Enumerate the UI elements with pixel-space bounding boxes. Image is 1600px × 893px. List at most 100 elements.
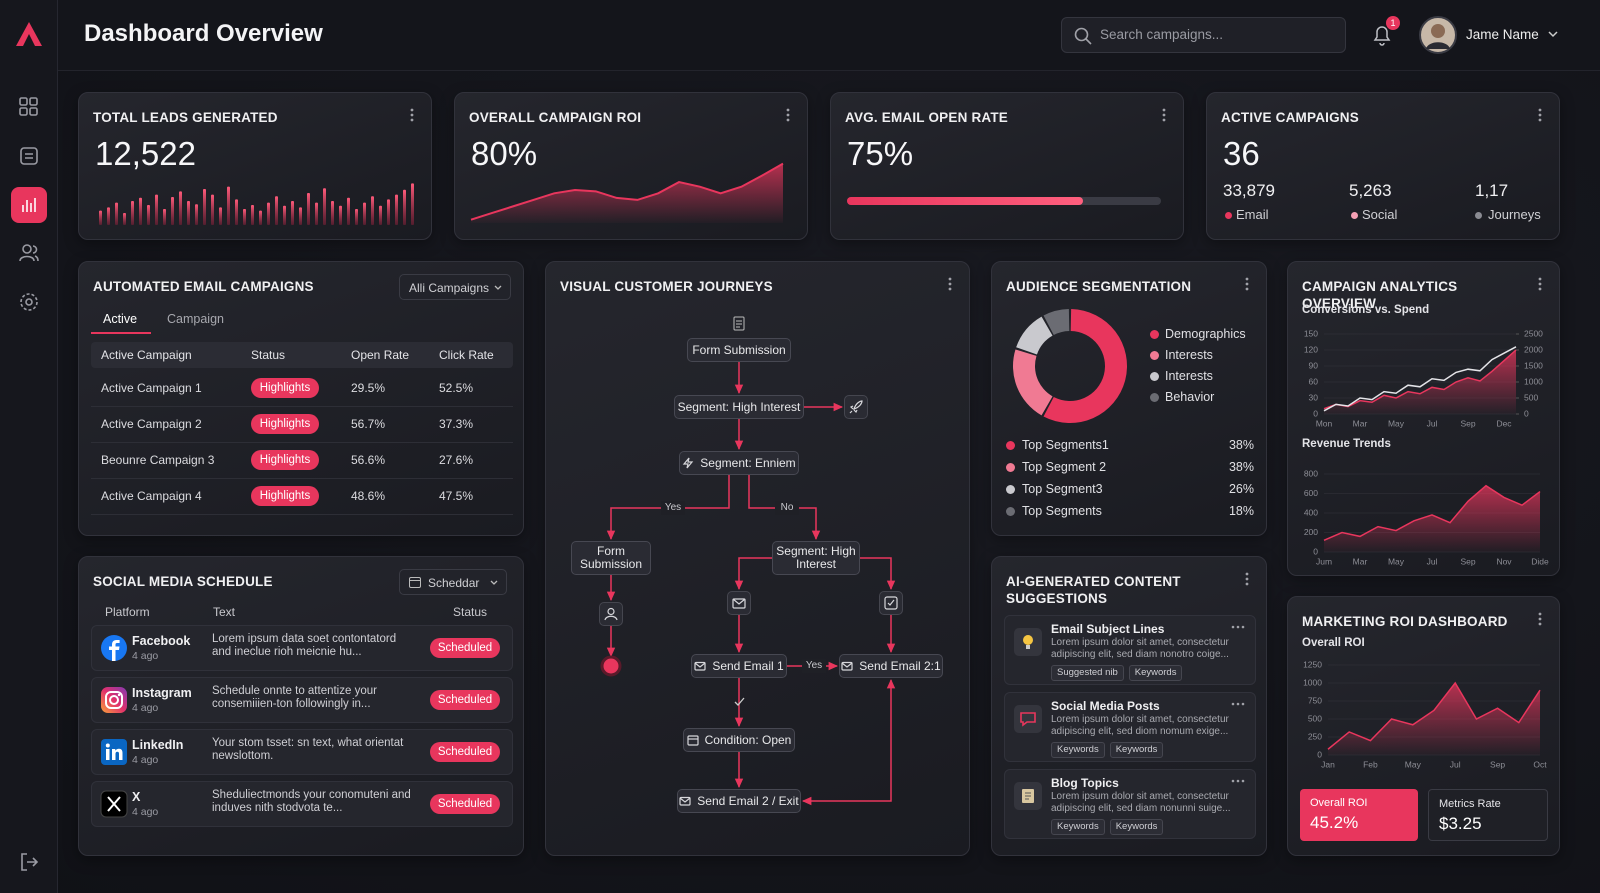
node-icon: [884, 596, 898, 610]
user-name[interactable]: Jame Name: [1466, 27, 1539, 42]
nav-icon[interactable]: [19, 292, 39, 312]
journey-node[interactable]: Send Email 2 / Exit: [677, 789, 801, 813]
journey-node[interactable]: Send Email 1: [691, 654, 787, 678]
platform-icon: [100, 790, 128, 818]
progress-fill: [847, 197, 1083, 205]
kpi-card: ACTIVE CAMPAIGNS 36 33,879 Email 5,263 Social…: [1206, 92, 1560, 240]
journey-node[interactable]: Segment: Enniem: [679, 451, 799, 475]
y2-tick-label: 500: [1524, 392, 1538, 402]
status-badge: Scheduled: [430, 638, 500, 658]
spark-bar: [99, 210, 102, 225]
status-badge: Highlights: [251, 486, 319, 506]
breakdown-value: 1,17: [1475, 181, 1509, 200]
spark-bar: [139, 197, 142, 225]
kpi-value: 12,522: [95, 135, 196, 172]
journey-node[interactable]: Form Submission: [571, 541, 651, 575]
y-tick-label: 150: [1304, 328, 1318, 338]
suggestion-item[interactable]: Email Subject Lines Lorem ipsum dolor sit…: [1004, 615, 1256, 685]
segment-name: Top Segments1: [1022, 438, 1109, 452]
node-label: Form Submission: [579, 544, 643, 571]
menu-icon[interactable]: [1231, 701, 1245, 707]
segment-share: 38%: [1228, 438, 1254, 452]
y2-tick-label: 1000: [1524, 376, 1543, 386]
menu-icon[interactable]: [1537, 276, 1543, 292]
menu-icon[interactable]: [1244, 276, 1250, 292]
menu-icon[interactable]: [409, 107, 415, 123]
nav-icon[interactable]: [19, 97, 39, 117]
spark-bar: [195, 204, 198, 225]
legend-label: Interests: [1165, 348, 1213, 362]
line: [1323, 346, 1517, 412]
logo-shape: [16, 22, 42, 46]
calendar-icon: [409, 577, 421, 588]
menu-icon[interactable]: [1244, 571, 1250, 587]
menu-dot: [1245, 277, 1249, 281]
metric-tile: Overall ROI 45.2%: [1300, 789, 1418, 841]
menu-icon[interactable]: [1537, 107, 1543, 123]
chevron: [494, 285, 502, 290]
post-text: Your stom tsset: sn text, what orientat …: [212, 737, 404, 762]
breakdown-value: 33,879: [1223, 181, 1275, 200]
connector: [734, 557, 772, 591]
nav-icon[interactable]: [19, 243, 39, 263]
journey-node[interactable]: Segment: High Interest: [772, 541, 860, 575]
menu-dot: [948, 287, 952, 291]
card-title: SOCIAL MEDIA SCHEDULE: [93, 574, 273, 589]
menu-dot: [948, 277, 952, 281]
table-cell: Active Campaign 1: [101, 381, 202, 395]
menu-dot: [1241, 625, 1245, 629]
email-campaigns-card: AUTOMATED EMAIL CAMPAIGNS Alli Campaigns A…: [78, 261, 524, 536]
icon-part: [109, 695, 119, 705]
kpi-card: OVERALL CAMPAIGN ROI 80%: [454, 92, 808, 240]
platform-icon: [101, 739, 127, 765]
nav-icon[interactable]: [19, 146, 39, 166]
table-cell: 48.6%: [351, 489, 386, 503]
y-tick-label: 750: [1308, 695, 1322, 705]
y-tick-label: 1250: [1303, 659, 1322, 669]
kpi-value: 80%: [471, 135, 538, 172]
journey-node[interactable]: Send Email 2:1: [839, 654, 943, 678]
menu-icon[interactable]: [785, 107, 791, 123]
menu-dot: [1538, 612, 1542, 616]
table-cell: 37.3%: [439, 417, 474, 431]
filter-dropdown[interactable]: Scheddar: [399, 569, 507, 595]
filter-dropdown[interactable]: Alli Campaigns: [399, 274, 511, 300]
nav-icon[interactable]: [19, 195, 39, 215]
line: [1323, 484, 1541, 541]
card-title: AUTOMATED EMAIL CAMPAIGNS: [93, 279, 314, 294]
suggestion-item[interactable]: Social Media Posts Lorem ipsum dolor sit …: [1004, 692, 1256, 762]
check-mark: [734, 697, 745, 706]
search-box[interactable]: Search campaigns...: [1061, 17, 1346, 53]
suggestion-item[interactable]: Blog Topics Lorem ipsum dolor sit amet, c…: [1004, 769, 1256, 839]
page-title: Dashboard Overview: [84, 20, 323, 47]
avatar[interactable]: [1419, 16, 1457, 54]
tag: Keywords: [1109, 742, 1164, 758]
logout-icon[interactable]: [19, 852, 39, 872]
menu-icon[interactable]: [1231, 778, 1245, 784]
menu-icon[interactable]: [947, 276, 953, 292]
journey-node[interactable]: Condition: Open: [683, 728, 795, 752]
spark-bar: [275, 196, 278, 225]
status-badge: Highlights: [251, 450, 319, 470]
node-icon: [687, 735, 699, 746]
journey-node[interactable]: Form Submission: [687, 338, 791, 362]
menu-icon[interactable]: [1161, 107, 1167, 123]
menu-icon[interactable]: [1537, 611, 1543, 627]
node-icon: [694, 661, 706, 671]
chart-subtitle: Overall ROI: [1302, 637, 1365, 649]
bell-icon[interactable]: [1372, 24, 1392, 46]
icon-part: [683, 457, 694, 469]
menu-icon[interactable]: [1231, 624, 1245, 630]
y2-tick-label: 1500: [1524, 360, 1543, 370]
icon-part: [884, 596, 898, 610]
tab[interactable]: Active: [103, 312, 138, 326]
spark-bar: [339, 205, 342, 225]
spark-bar: [355, 209, 358, 225]
icon-part: [107, 796, 121, 812]
journey-node[interactable]: Segment: High Interest: [674, 395, 804, 419]
tab[interactable]: Campaign: [167, 312, 224, 326]
menu-dot: [1236, 625, 1240, 629]
x-tick-label: Feb: [1363, 759, 1378, 769]
